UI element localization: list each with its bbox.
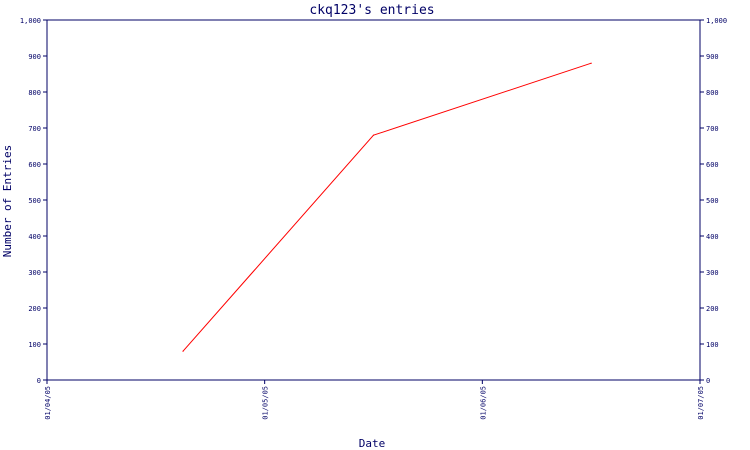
data-point — [590, 62, 592, 64]
y-tick-label-right: 400 — [706, 233, 719, 241]
y-tick-label-left: 600 — [28, 161, 41, 169]
y-tick-label-right: 900 — [706, 53, 719, 61]
y-tick-label-left: 0 — [37, 377, 41, 385]
plot-frame — [46, 19, 701, 381]
x-tick-label: 01/07/05 — [697, 386, 705, 420]
y-tick-label-left: 1,000 — [20, 17, 41, 25]
y-tick-label-right: 300 — [706, 269, 719, 277]
x-axis-label: Date — [359, 437, 386, 450]
x-tick-label: 01/05/05 — [262, 386, 270, 420]
y-tick-label-left: 300 — [28, 269, 41, 277]
y-tick-label-right: 0 — [706, 377, 710, 385]
y-axis-label: Number of Entries — [1, 145, 14, 258]
y-tick-label-left: 100 — [28, 341, 41, 349]
chart-title: ckq123's entries — [309, 3, 434, 18]
y-tick-label-left: 500 — [28, 197, 41, 205]
y-tick-label-left: 900 — [28, 53, 41, 61]
y-tick-label-left: 700 — [28, 125, 41, 133]
y-tick-label-right: 500 — [706, 197, 719, 205]
y-tick-label-right: 200 — [706, 305, 719, 313]
y-tick-label-left: 800 — [28, 89, 41, 97]
y-tick-label-right: 700 — [706, 125, 719, 133]
series-line — [182, 62, 592, 352]
y-tick-label-right: 100 — [706, 341, 719, 349]
y-tick-label-left: 400 — [28, 233, 41, 241]
x-tick-label: 01/06/05 — [479, 386, 487, 420]
data-point — [372, 134, 375, 136]
x-tick-label: 01/04/05 — [44, 386, 52, 420]
y-tick-label-left: 200 — [28, 305, 41, 313]
y-tick-label-right: 600 — [706, 161, 719, 169]
data-point — [182, 350, 184, 352]
y-tick-label-right: 800 — [706, 89, 719, 97]
y-tick-label-right: 1,000 — [706, 17, 727, 25]
